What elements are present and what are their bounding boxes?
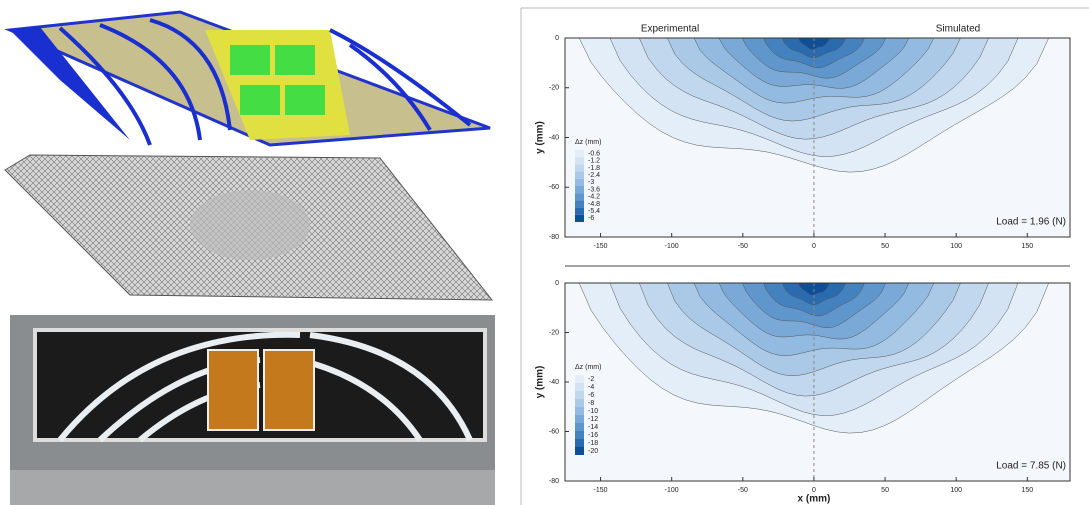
y-tick-label: -40	[549, 134, 559, 141]
y-axis-label: y (mm)	[535, 121, 546, 154]
x-tick-label: -100	[665, 243, 679, 250]
colorbar-label: -3.6	[588, 186, 600, 193]
colorbar-label: -12	[588, 416, 598, 423]
colorbar-cell	[575, 383, 584, 391]
y-axis-label: y (mm)	[535, 366, 546, 399]
colorbar-cell	[575, 150, 584, 157]
colorbar-label: -4.2	[588, 194, 600, 201]
y-tick-label: -80	[549, 234, 559, 241]
colorbar-cell	[575, 391, 584, 399]
y-tick-label: -60	[549, 428, 559, 435]
colorbar-label: -20	[588, 448, 598, 455]
x-tick-label: -50	[738, 243, 748, 250]
colorbar-label: -16	[588, 432, 598, 439]
colorbar-cell	[575, 423, 584, 431]
colorbar-cell	[575, 407, 584, 415]
y-tick-label: 0	[555, 280, 559, 287]
colorbar-cell	[575, 200, 584, 207]
colorbar-title: Δz (mm)	[575, 139, 601, 146]
colorbar-cell	[575, 215, 584, 222]
colorbar-label: -10	[588, 408, 598, 415]
annotation: Load = 1.96 (N)	[996, 217, 1066, 228]
x-tick-label: 100	[950, 243, 962, 250]
colorbar-cell	[575, 375, 584, 383]
colorbar-label: -6	[588, 215, 594, 222]
x-axis-label: x (mm)	[798, 494, 831, 505]
colorbar-label: -6	[588, 392, 594, 399]
colorbar-cell	[575, 172, 584, 179]
figure: -150-100-50050100150-80-60-40-200y (mm)E…	[0, 0, 1089, 505]
x-tick-label: 0	[812, 243, 816, 250]
mesh-render	[5, 155, 492, 300]
colorbar-label: -4	[588, 384, 594, 391]
colorbar-cell	[575, 439, 584, 447]
annotation: Load = 7.85 (N)	[996, 461, 1066, 472]
colorbar-cell	[575, 157, 584, 164]
colorbar-cell	[575, 399, 584, 407]
y-tick-label: -20	[549, 85, 559, 92]
colorbar-cell	[575, 164, 584, 171]
colorbar-label: -5.4	[588, 208, 600, 215]
y-tick-label: -60	[549, 184, 559, 191]
x-tick-label: -150	[594, 243, 608, 250]
colorbar-label: -2.4	[588, 172, 600, 179]
x-tick-label: -50	[738, 487, 748, 494]
colorbar-cell	[575, 415, 584, 423]
panel-label: Experimental	[641, 24, 699, 35]
colorbar-cell	[575, 208, 584, 215]
cad-render	[10, 12, 490, 145]
y-tick-label: 0	[555, 35, 559, 42]
colorbar-title: Δz (mm)	[575, 364, 601, 371]
x-tick-label: 100	[950, 487, 962, 494]
x-tick-label: 50	[881, 243, 889, 250]
colorbar-cell	[575, 186, 584, 193]
panel-label: Simulated	[936, 24, 980, 35]
colorbar-label: -1.8	[588, 165, 600, 172]
y-tick-label: -40	[549, 379, 559, 386]
colorbar-label: -8	[588, 400, 594, 407]
photo	[10, 315, 495, 505]
colorbar-cell	[575, 431, 584, 439]
y-tick-label: -80	[549, 478, 559, 485]
colorbar-label: -18	[588, 440, 598, 447]
colorbar-label: -14	[588, 424, 598, 431]
x-tick-label: 150	[1021, 487, 1033, 494]
colorbar-label: -1.2	[588, 158, 600, 165]
x-tick-label: 150	[1021, 243, 1033, 250]
colorbar-label: -0.6	[588, 150, 600, 157]
y-tick-label: -20	[549, 329, 559, 336]
colorbar-label: -3	[588, 179, 594, 186]
x-tick-label: -100	[665, 487, 679, 494]
page: {"chart_data":[ {"type":"contour","panel…	[0, 0, 1089, 505]
colorbar-label: -2	[588, 376, 594, 383]
colorbar-cell	[575, 447, 584, 455]
colorbar-cell	[575, 193, 584, 200]
colorbar-cell	[575, 179, 584, 186]
colorbar-label: -4.8	[588, 201, 600, 208]
x-tick-label: -150	[594, 487, 608, 494]
x-tick-label: 50	[881, 487, 889, 494]
